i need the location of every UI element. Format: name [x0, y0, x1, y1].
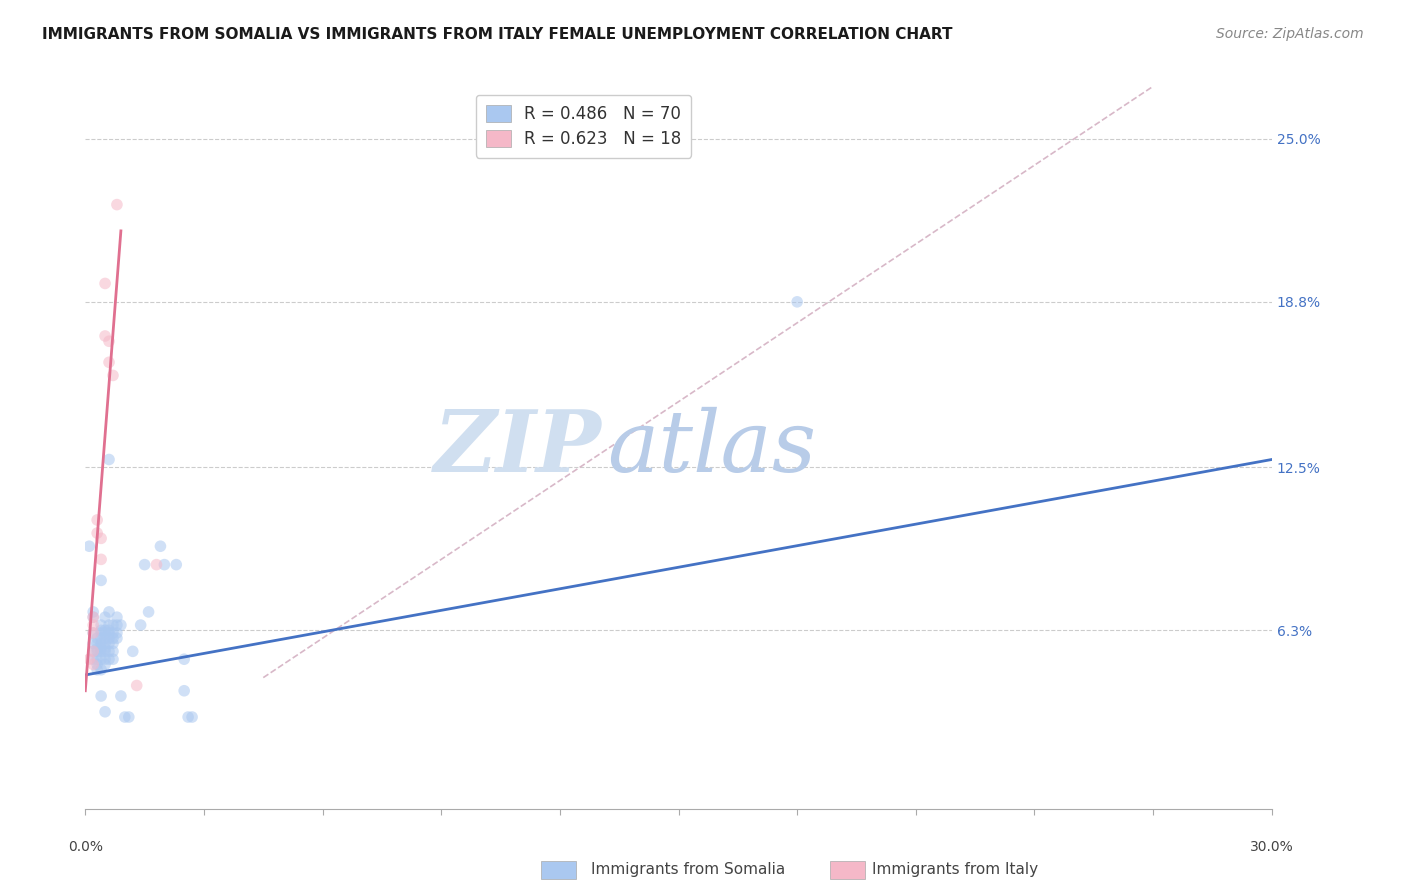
Point — [82, 644, 104, 658]
Point — [98, 626, 121, 640]
Point — [94, 636, 117, 650]
Text: 30.0%: 30.0% — [1250, 839, 1294, 854]
Point — [98, 624, 121, 638]
Point — [82, 652, 104, 666]
Point — [86, 636, 108, 650]
Point — [98, 636, 121, 650]
Point — [105, 626, 128, 640]
Point — [105, 631, 128, 645]
Point — [105, 197, 128, 211]
Point — [94, 657, 117, 672]
Point — [90, 552, 112, 566]
Point — [94, 277, 117, 291]
Point — [121, 644, 143, 658]
Point — [165, 558, 187, 572]
Point — [86, 663, 108, 677]
Point — [101, 636, 124, 650]
Point — [110, 618, 132, 632]
Point — [94, 329, 117, 343]
Text: 0.0%: 0.0% — [67, 839, 103, 854]
Point — [94, 652, 117, 666]
Point — [82, 657, 104, 672]
Point — [94, 610, 117, 624]
Point — [86, 657, 108, 672]
Point — [94, 641, 117, 656]
Point — [77, 652, 100, 666]
Point — [110, 689, 132, 703]
Point — [90, 574, 112, 588]
Point — [90, 644, 112, 658]
Point — [86, 652, 108, 666]
Point — [82, 626, 104, 640]
Point — [98, 618, 121, 632]
Point — [82, 610, 104, 624]
Point — [94, 626, 117, 640]
Point — [98, 605, 121, 619]
Point — [101, 618, 124, 632]
Point — [118, 710, 141, 724]
Point — [90, 618, 112, 632]
Point — [82, 644, 104, 658]
Point — [82, 610, 104, 624]
Point — [101, 626, 124, 640]
Text: Immigrants from Italy: Immigrants from Italy — [872, 863, 1038, 877]
Point — [82, 636, 104, 650]
Point — [181, 710, 204, 724]
Point — [153, 558, 176, 572]
Point — [90, 631, 112, 645]
Text: Immigrants from Somalia: Immigrants from Somalia — [591, 863, 785, 877]
Point — [98, 644, 121, 658]
Point — [86, 513, 108, 527]
Point — [94, 705, 117, 719]
Point — [101, 368, 124, 383]
Point — [90, 641, 112, 656]
Point — [82, 605, 104, 619]
Point — [86, 631, 108, 645]
Point — [94, 624, 117, 638]
Text: IMMIGRANTS FROM SOMALIA VS IMMIGRANTS FROM ITALY FEMALE UNEMPLOYMENT CORRELATION: IMMIGRANTS FROM SOMALIA VS IMMIGRANTS FR… — [42, 27, 953, 42]
Point — [125, 678, 148, 692]
Point — [86, 641, 108, 656]
Point — [90, 626, 112, 640]
Point — [177, 710, 200, 724]
Point — [98, 355, 121, 369]
Text: Source: ZipAtlas.com: Source: ZipAtlas.com — [1216, 27, 1364, 41]
Point — [77, 539, 100, 553]
Point — [786, 294, 808, 309]
Point — [105, 618, 128, 632]
Point — [114, 710, 136, 724]
Point — [173, 652, 195, 666]
Point — [101, 652, 124, 666]
Point — [138, 605, 160, 619]
Point — [90, 689, 112, 703]
Point — [82, 618, 104, 632]
Point — [98, 334, 121, 349]
Point — [86, 526, 108, 541]
Point — [90, 636, 112, 650]
Point — [149, 539, 172, 553]
Point — [101, 631, 124, 645]
Point — [90, 652, 112, 666]
Text: ZIP: ZIP — [433, 406, 602, 490]
Point — [94, 644, 117, 658]
Point — [129, 618, 152, 632]
Point — [101, 644, 124, 658]
Point — [134, 558, 156, 572]
Point — [98, 631, 121, 645]
Point — [98, 452, 121, 467]
Legend: R = 0.486   N = 70, R = 0.623   N = 18: R = 0.486 N = 70, R = 0.623 N = 18 — [475, 95, 692, 158]
Point — [82, 626, 104, 640]
Point — [98, 652, 121, 666]
Point — [173, 683, 195, 698]
Point — [145, 558, 167, 572]
Point — [94, 631, 117, 645]
Point — [90, 663, 112, 677]
Text: atlas: atlas — [607, 407, 817, 489]
Point — [90, 624, 112, 638]
Point — [105, 610, 128, 624]
Point — [90, 532, 112, 546]
Point — [86, 644, 108, 658]
